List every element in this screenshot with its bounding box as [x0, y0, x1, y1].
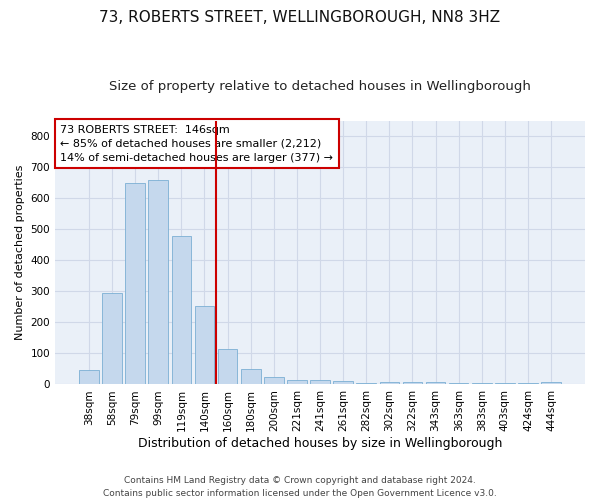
Bar	[172, 236, 191, 384]
Bar	[264, 376, 284, 384]
Bar	[334, 382, 353, 384]
Bar	[218, 349, 238, 384]
Bar	[495, 383, 515, 384]
Text: 73, ROBERTS STREET, WELLINGBOROUGH, NN8 3HZ: 73, ROBERTS STREET, WELLINGBOROUGH, NN8 …	[100, 10, 500, 25]
Bar	[287, 380, 307, 384]
Bar	[241, 369, 260, 384]
Bar	[125, 182, 145, 384]
Bar	[449, 383, 469, 384]
Bar	[541, 382, 561, 384]
Bar	[79, 370, 99, 384]
Text: Contains HM Land Registry data © Crown copyright and database right 2024.
Contai: Contains HM Land Registry data © Crown c…	[103, 476, 497, 498]
Bar	[518, 383, 538, 384]
Bar	[102, 294, 122, 384]
Bar	[194, 306, 214, 384]
Bar	[403, 382, 422, 384]
Text: 73 ROBERTS STREET:  146sqm
← 85% of detached houses are smaller (2,212)
14% of s: 73 ROBERTS STREET: 146sqm ← 85% of detac…	[61, 124, 334, 162]
Bar	[472, 383, 491, 384]
Title: Size of property relative to detached houses in Wellingborough: Size of property relative to detached ho…	[109, 80, 531, 93]
Bar	[310, 380, 330, 384]
Bar	[356, 383, 376, 384]
Bar	[426, 382, 445, 384]
Y-axis label: Number of detached properties: Number of detached properties	[15, 165, 25, 340]
Bar	[380, 382, 399, 384]
X-axis label: Distribution of detached houses by size in Wellingborough: Distribution of detached houses by size …	[138, 437, 502, 450]
Bar	[148, 180, 168, 384]
